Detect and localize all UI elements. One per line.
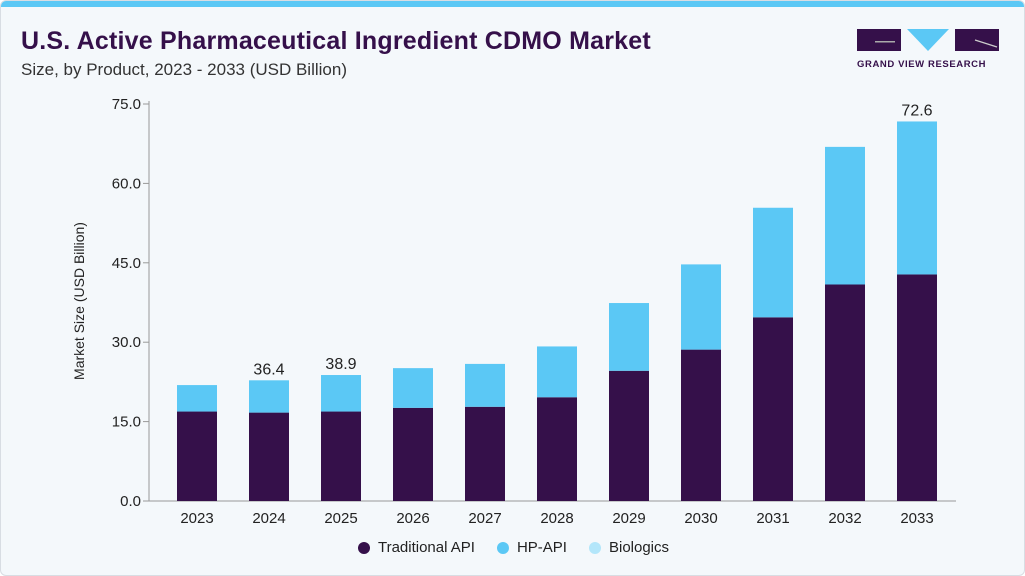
- bar-hp-api-2032: [825, 146, 865, 285]
- logo-text: GRAND VIEW RESEARCH: [857, 59, 987, 70]
- bar-hp-api-2033: [897, 121, 937, 275]
- bar-traditional-api-2026: [393, 407, 433, 501]
- y-tick-label: 75.0: [112, 96, 141, 113]
- bar-hp-api-2031: [753, 207, 793, 318]
- legend-item: Biologics: [588, 539, 670, 556]
- bar-hp-api-2025: [321, 375, 361, 412]
- y-axis-title: Market Size (USD Billion): [71, 222, 87, 380]
- bar-traditional-api-2033: [897, 274, 937, 501]
- legend-label: Biologics: [608, 539, 670, 556]
- y-tick-label: 0.0: [120, 493, 141, 510]
- legend-dot-icon: [357, 541, 370, 554]
- x-tick-label: 2028: [540, 510, 573, 527]
- x-tick-label: 2023: [180, 510, 213, 527]
- x-tick-label: 2031: [756, 510, 789, 527]
- bar-hp-api-2023: [177, 385, 217, 412]
- x-tick-label: 2027: [468, 510, 501, 527]
- data-label: 38.9: [325, 356, 356, 373]
- x-tick-label: 2024: [252, 510, 285, 527]
- bar-hp-api-2029: [609, 303, 649, 371]
- legend-item: HP-API: [496, 539, 567, 556]
- legend-label: Traditional API: [377, 539, 475, 556]
- x-tick-label: 2026: [396, 510, 429, 527]
- legend-dot-icon: [588, 541, 601, 554]
- chart-subtitle: Size, by Product, 2023 - 2033 (USD Billi…: [21, 60, 347, 79]
- top-accent-bar: [1, 1, 1024, 7]
- x-tick-label: 2033: [900, 510, 933, 527]
- bar-traditional-api-2025: [321, 411, 361, 501]
- y-tick-label: 30.0: [112, 334, 141, 351]
- bar-traditional-api-2030: [681, 349, 721, 501]
- legend-item: Traditional API: [357, 539, 475, 556]
- bar-hp-api-2028: [537, 346, 577, 398]
- bar-hp-api-2027: [465, 363, 505, 407]
- bar-traditional-api-2028: [537, 397, 577, 501]
- legend-dot-icon: [496, 541, 509, 554]
- grand-view-research-logo: [857, 29, 999, 51]
- bar-traditional-api-2032: [825, 284, 865, 501]
- bar-traditional-api-2031: [753, 317, 793, 501]
- bar-traditional-api-2029: [609, 370, 649, 501]
- y-tick-label: 45.0: [112, 255, 141, 272]
- x-tick-label: 2030: [684, 510, 717, 527]
- x-tick-label: 2032: [828, 510, 861, 527]
- bar-traditional-api-2023: [177, 411, 217, 501]
- x-tick-label: 2025: [324, 510, 357, 527]
- y-tick-label: 60.0: [112, 175, 141, 192]
- bar-traditional-api-2027: [465, 406, 505, 501]
- y-tick-label: 15.0: [112, 414, 141, 431]
- legend-label: HP-API: [516, 539, 567, 556]
- bar-hp-api-2026: [393, 368, 433, 408]
- bar-hp-api-2024: [249, 380, 289, 413]
- data-label: 72.6: [901, 102, 932, 119]
- bar-traditional-api-2024: [249, 412, 289, 501]
- legend: Traditional API HP-API Biologics: [1, 539, 1024, 556]
- bar-hp-api-2030: [681, 264, 721, 350]
- chart-title: U.S. Active Pharmaceutical Ingredient CD…: [21, 27, 651, 55]
- data-label: 36.4: [253, 361, 284, 378]
- x-tick-label: 2029: [612, 510, 645, 527]
